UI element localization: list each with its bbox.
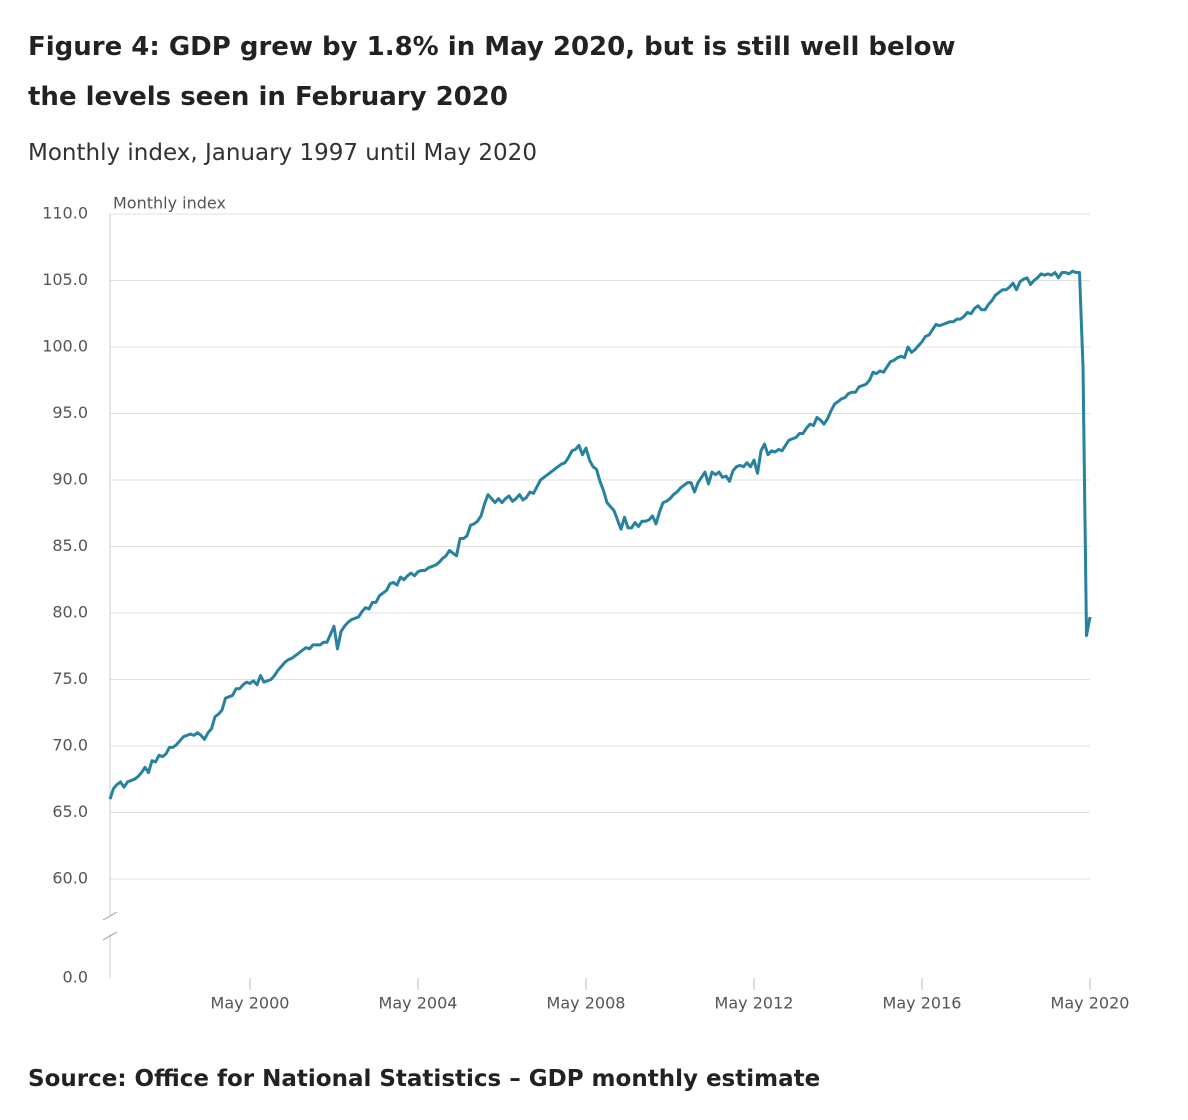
y-tick-label: 70.0 — [52, 736, 88, 755]
axis-break — [102, 911, 118, 921]
source-note: Source: Office for National Statistics –… — [28, 1066, 821, 1092]
chart-subtitle: Monthly index, January 1997 until May 20… — [28, 140, 537, 166]
x-tick-label: May 2012 — [715, 994, 794, 1013]
chart-title: Figure 4: GDP grew by 1.8% in May 2020, … — [28, 32, 956, 112]
chart: Monthly index 0.0 60.0 65.0 70.0 75.0 80.0 85.… — [42, 194, 1130, 1013]
y-axis-label: Monthly index — [113, 194, 226, 213]
x-tick-label: May 2008 — [547, 994, 626, 1013]
y-tick-label: 85.0 — [52, 536, 88, 555]
y-tick-label: 95.0 — [52, 403, 88, 422]
y-tick-label: 110.0 — [42, 204, 88, 223]
y-tick-label: 80.0 — [52, 603, 88, 622]
y-tick-label: 90.0 — [52, 470, 88, 489]
y-tick-label: 65.0 — [52, 802, 88, 821]
data-line — [108, 269, 1092, 800]
axis-break — [102, 931, 118, 941]
x-tick-label: May 2000 — [211, 994, 290, 1013]
y-tick-label: 105.0 — [42, 270, 88, 289]
x-tick-label: May 2020 — [1051, 994, 1130, 1013]
x-tick-label: May 2016 — [883, 994, 962, 1013]
y-tick-label: 0.0 — [63, 968, 88, 987]
x-tick-label: May 2004 — [379, 994, 458, 1013]
y-tick-label: 75.0 — [52, 669, 88, 688]
y-tick-label: 60.0 — [52, 869, 88, 888]
y-tick-label: 100.0 — [42, 337, 88, 356]
